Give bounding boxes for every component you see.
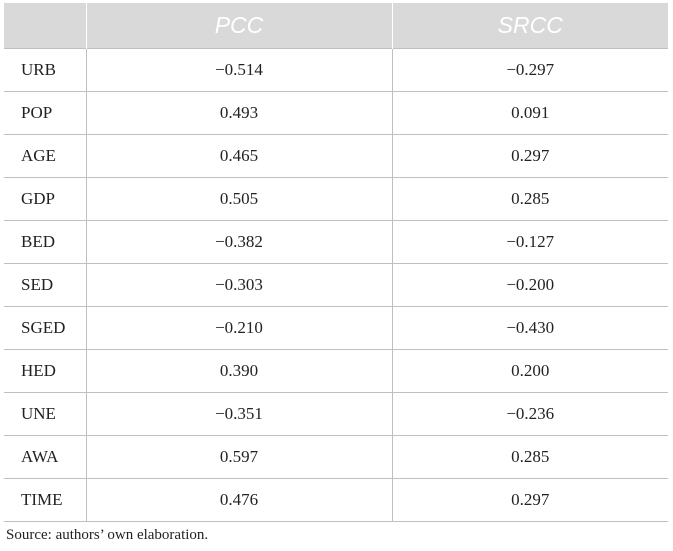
srcc-value: 0.091 [391, 91, 668, 135]
table-row: SED −0.303 −0.200 [4, 263, 668, 307]
table-row: SGED −0.210 −0.430 [4, 306, 668, 350]
srcc-value: 0.200 [391, 349, 668, 393]
correlation-table-container: PCC SRCC URB −0.514 −0.297 POP 0.493 0.0… [4, 3, 668, 522]
header-row: PCC SRCC [4, 3, 668, 49]
pcc-value: 0.493 [85, 91, 392, 135]
table-row: UNE −0.351 −0.236 [4, 392, 668, 436]
pcc-value: 0.465 [85, 134, 392, 178]
table-row: HED 0.390 0.200 [4, 349, 668, 393]
pcc-value: −0.303 [85, 263, 392, 307]
srcc-value: 0.297 [391, 478, 668, 522]
row-label: BED [4, 220, 86, 264]
row-label: UNE [4, 392, 86, 436]
row-label: SGED [4, 306, 86, 350]
header-variable [4, 3, 86, 49]
pcc-value: −0.514 [85, 48, 392, 92]
srcc-value: 0.285 [391, 177, 668, 221]
pcc-value: 0.597 [85, 435, 392, 479]
table-row: GDP 0.505 0.285 [4, 177, 668, 221]
pcc-value: −0.351 [85, 392, 392, 436]
table-row: BED −0.382 −0.127 [4, 220, 668, 264]
srcc-value: −0.200 [391, 263, 668, 307]
row-label: GDP [4, 177, 86, 221]
source-note: Source: authors’ own elaboration. [6, 527, 209, 543]
pcc-value: 0.505 [85, 177, 392, 221]
table-row: URB −0.514 −0.297 [4, 48, 668, 92]
header-pcc: PCC [85, 3, 392, 49]
srcc-value: 0.297 [391, 134, 668, 178]
srcc-value: 0.285 [391, 435, 668, 479]
pcc-value: 0.390 [85, 349, 392, 393]
table-header: PCC SRCC [4, 3, 668, 49]
row-label: HED [4, 349, 86, 393]
pcc-value: −0.210 [85, 306, 392, 350]
table-row: AGE 0.465 0.297 [4, 134, 668, 178]
table-row: TIME 0.476 0.297 [4, 478, 668, 522]
table-row: POP 0.493 0.091 [4, 91, 668, 135]
row-label: AWA [4, 435, 86, 479]
srcc-value: −0.430 [391, 306, 668, 350]
srcc-value: −0.127 [391, 220, 668, 264]
correlation-table: PCC SRCC URB −0.514 −0.297 POP 0.493 0.0… [4, 3, 668, 522]
pcc-value: 0.476 [85, 478, 392, 522]
row-label: SED [4, 263, 86, 307]
row-label: POP [4, 91, 86, 135]
table-row: AWA 0.597 0.285 [4, 435, 668, 479]
header-srcc: SRCC [391, 3, 668, 49]
pcc-value: −0.382 [85, 220, 392, 264]
row-label: TIME [4, 478, 86, 522]
table-body: URB −0.514 −0.297 POP 0.493 0.091 AGE 0.… [4, 48, 668, 522]
srcc-value: −0.236 [391, 392, 668, 436]
row-label: AGE [4, 134, 86, 178]
row-label: URB [4, 48, 86, 92]
srcc-value: −0.297 [391, 48, 668, 92]
